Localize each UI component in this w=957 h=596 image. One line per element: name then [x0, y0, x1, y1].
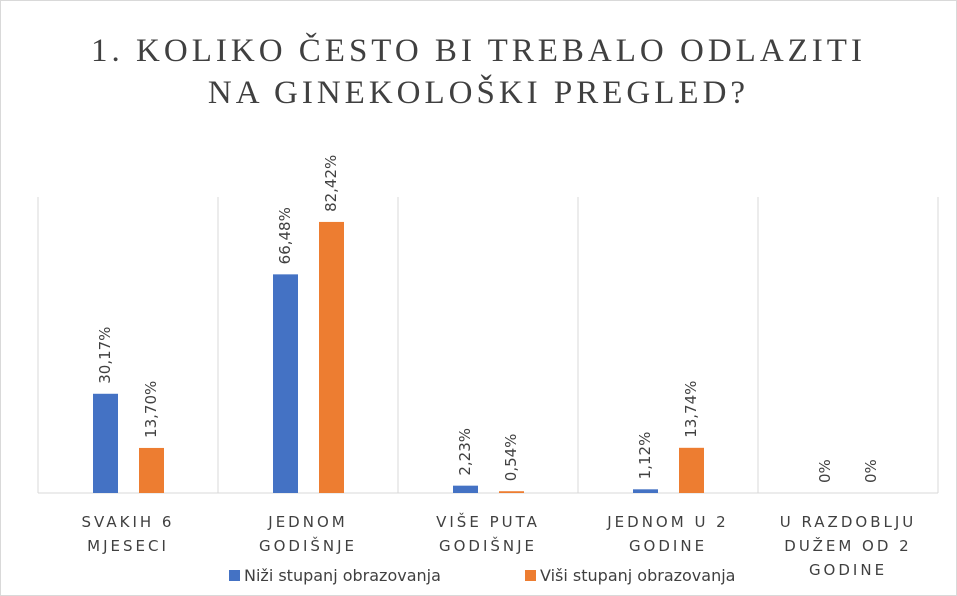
legend-swatch [525, 570, 536, 581]
legend-label: Viši stupanj obrazovanja [540, 566, 736, 585]
legend-item: Viši stupanj obrazovanja [525, 566, 735, 585]
legend-label: Niži stupanj obrazovanja [244, 566, 441, 585]
bar [679, 447, 704, 493]
value-label: 0% [816, 459, 834, 483]
x-tick-label: SVAKIH 6 MJESECI [81, 513, 175, 555]
legend-swatch [229, 570, 240, 581]
bar [139, 447, 164, 493]
chart-title: 1. KOLIKO ČESTO BI TREBALO ODLAZITI NA G… [91, 33, 866, 111]
value-label: 82,42% [322, 155, 340, 212]
value-label: 2,23% [456, 428, 474, 476]
bar [633, 489, 658, 493]
value-label: 13,74% [682, 381, 700, 438]
value-label: 66,48% [276, 207, 294, 264]
value-label: 1,12% [636, 432, 654, 480]
bar [93, 393, 118, 493]
x-tick-label: VIŠE PUTA GODIŠNJE [436, 513, 540, 555]
x-tick-label: U RAZDOBLJU DUŽEM OD 2 GODINE [779, 513, 917, 579]
value-label: 0,54% [502, 434, 520, 482]
value-label: 30,17% [96, 327, 114, 384]
bar [453, 485, 478, 493]
value-label: 0% [862, 459, 880, 483]
bar [319, 221, 344, 493]
value-label: 13,70% [142, 381, 160, 438]
x-tick-label: JEDNOM U 2 GODINE [607, 513, 729, 555]
bar [499, 491, 524, 493]
bar [273, 274, 298, 493]
legend-item: Niži stupanj obrazovanja [229, 566, 441, 585]
x-tick-label: JEDNOM GODIŠNJE [258, 513, 358, 555]
